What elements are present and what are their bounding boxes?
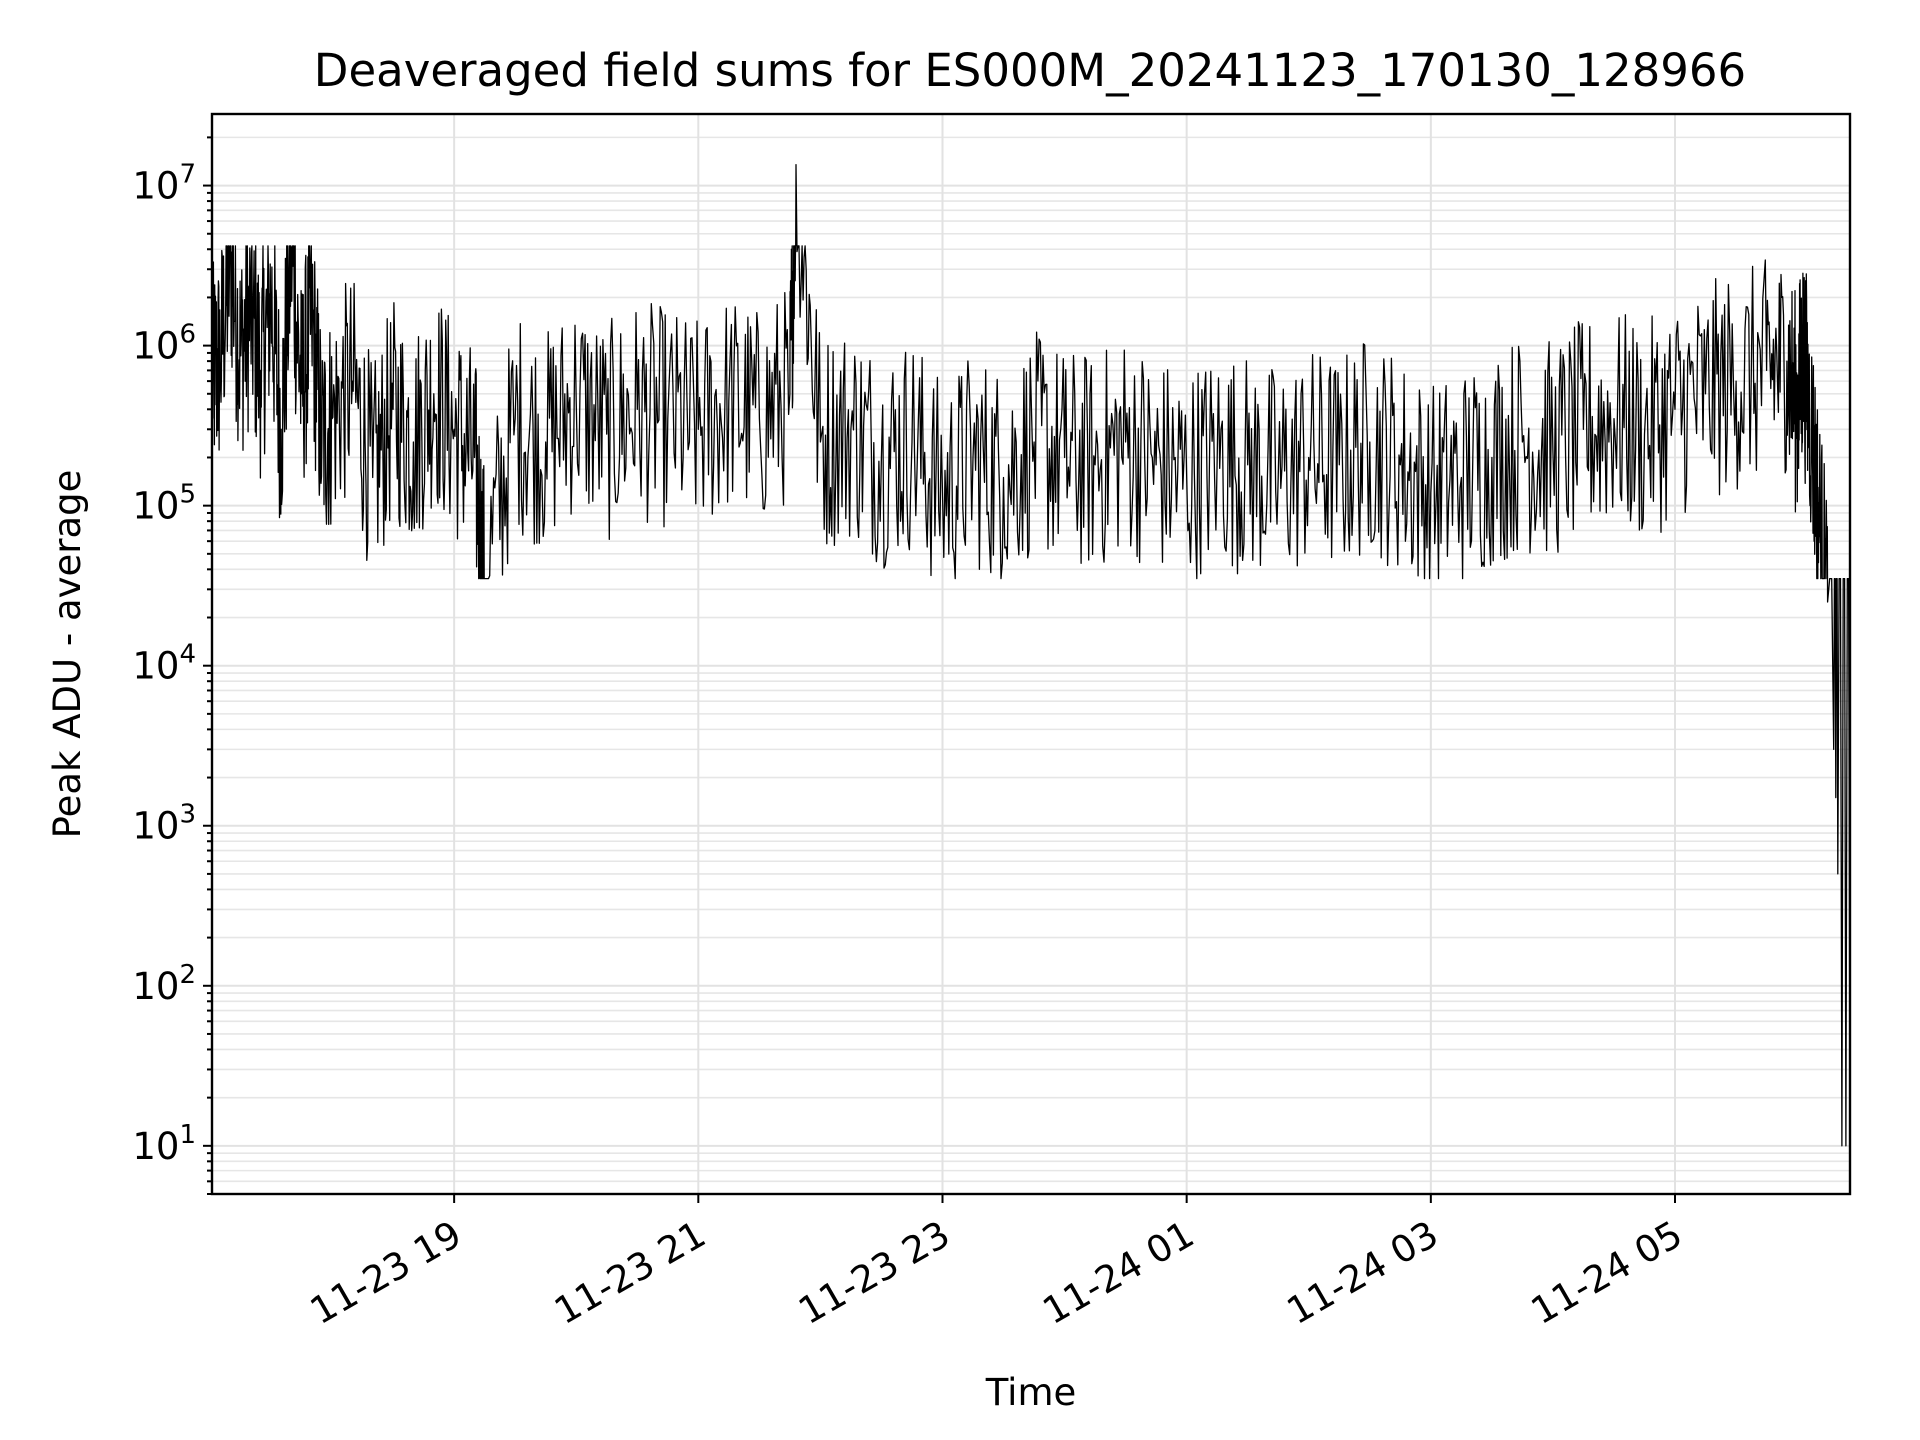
chart-title: Deaveraged field sums for ES000M_2024112… (314, 44, 1746, 97)
y-tick-label: 105 (132, 480, 196, 528)
y-tick-label: 106 (132, 320, 196, 368)
series-layer (211, 164, 1851, 1147)
y-tick-label: 103 (132, 800, 196, 848)
y-tick-label: 107 (132, 160, 196, 208)
plot-frame (210, 112, 1852, 1196)
y-tick-label: 101 (132, 1120, 196, 1168)
y-axis-label: Peak ADU - average (46, 470, 89, 839)
series-line (211, 164, 1851, 1147)
y-tick-label: 102 (132, 960, 196, 1008)
y-tick-label: 104 (132, 640, 196, 688)
x-axis-label: Time (985, 1371, 1077, 1414)
